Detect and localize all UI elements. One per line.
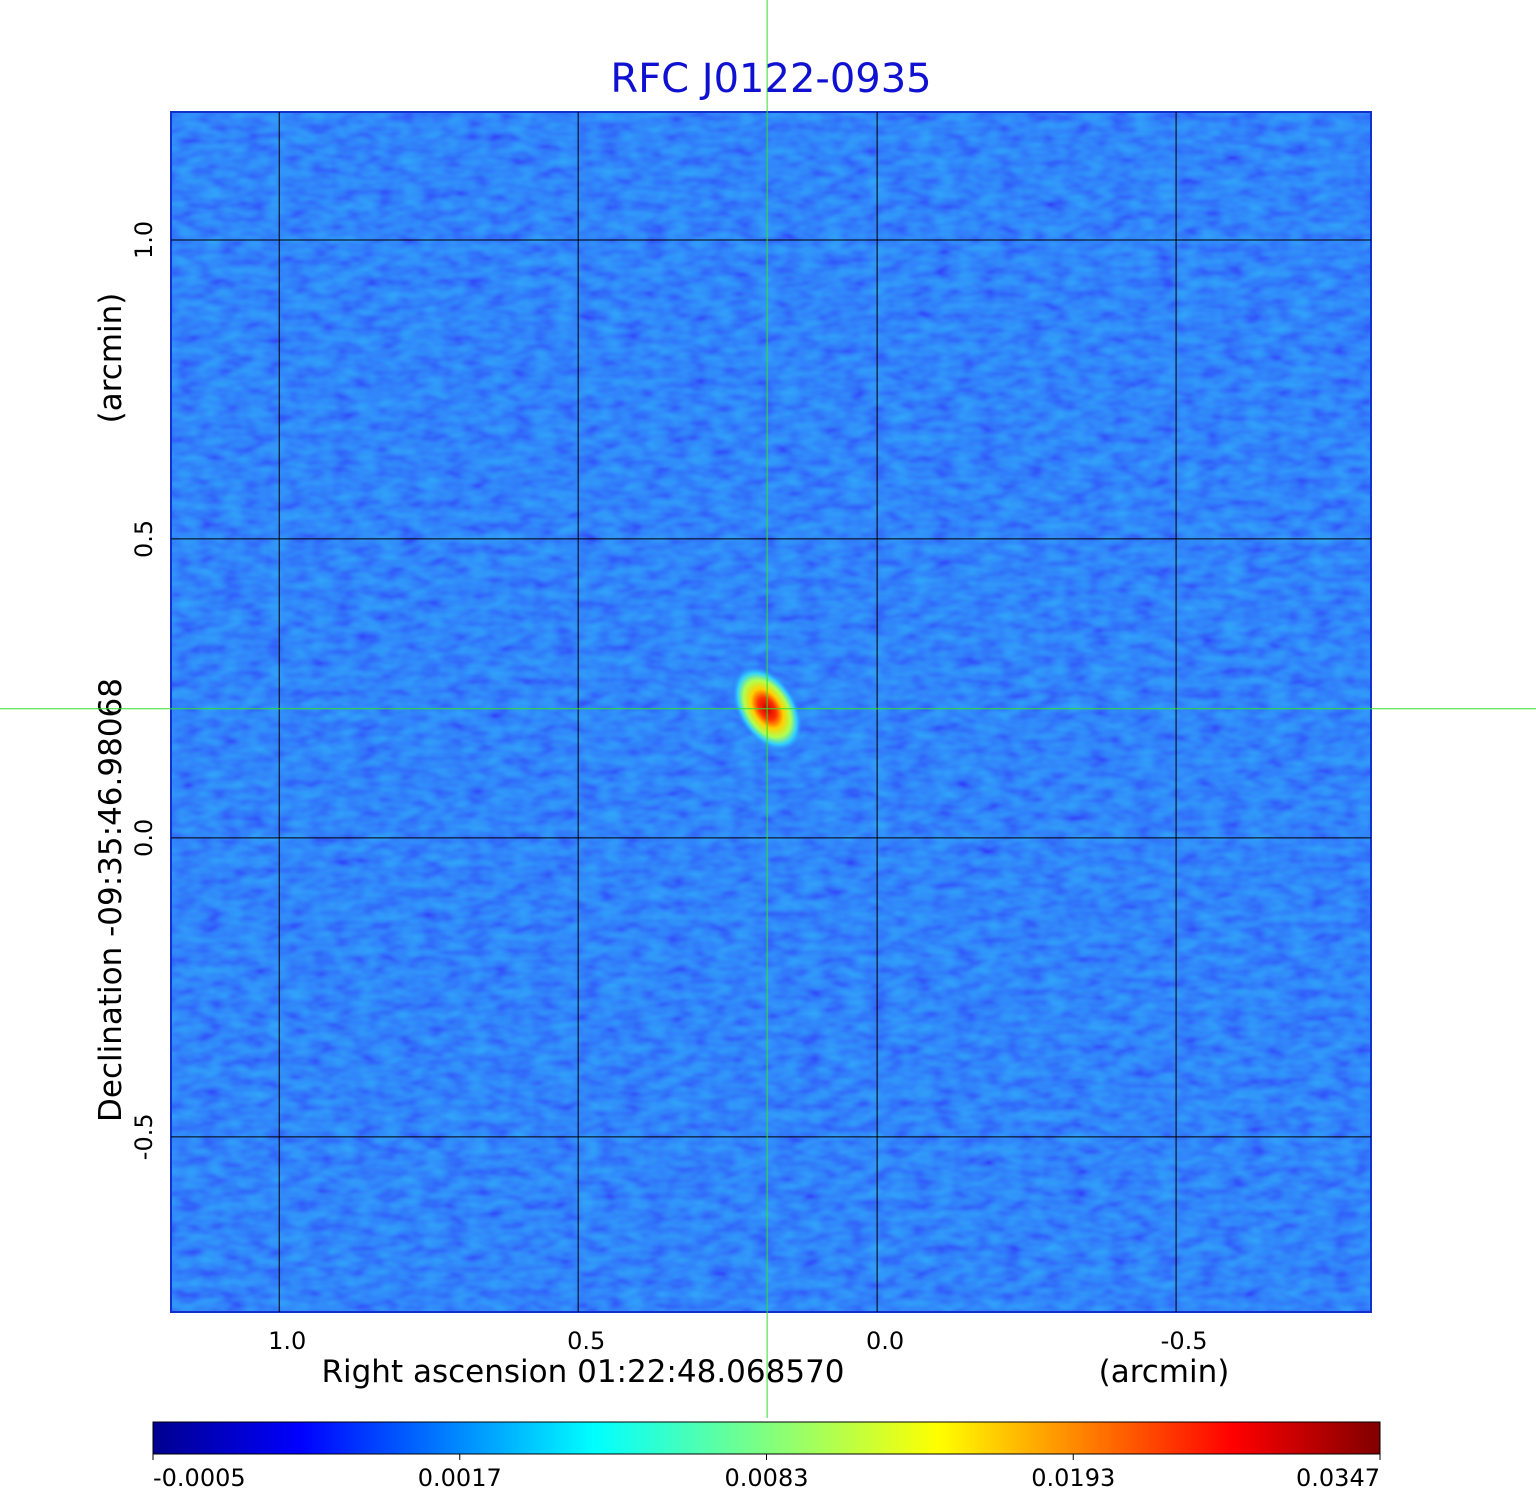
colorbar-tick-label: 0.0193 [1031, 1464, 1115, 1492]
y-axis-unit: (arcmin) [93, 293, 129, 424]
colorbar-tick-label: 0.0083 [725, 1464, 809, 1492]
x-tick-label: -0.5 [1161, 1327, 1208, 1355]
x-tick-label: 1.0 [268, 1327, 306, 1355]
y-tick-label: 0.5 [130, 520, 158, 558]
colorbar-tick-label: 0.0017 [418, 1464, 502, 1492]
y-tick-label: -0.5 [130, 1113, 158, 1160]
chart-title: RFC J0122-0935 [610, 56, 931, 102]
y-tick-label: 1.0 [130, 221, 158, 259]
colorbar [152, 1421, 1381, 1455]
x-tick-label: 0.5 [567, 1327, 605, 1355]
plot-frame [170, 111, 1372, 1313]
colorbar-tick-label: 0.0347 [1296, 1464, 1380, 1492]
x-tick-label: 0.0 [866, 1327, 904, 1355]
x-axis-label: Right ascension 01:22:48.068570 [321, 1354, 844, 1390]
y-tick-label: 0.0 [130, 819, 158, 857]
x-axis-unit: (arcmin) [1099, 1354, 1230, 1390]
y-axis-label: Declination -09:35:46.98068 [93, 678, 129, 1122]
colorbar-tick-label: -0.0005 [153, 1464, 246, 1492]
